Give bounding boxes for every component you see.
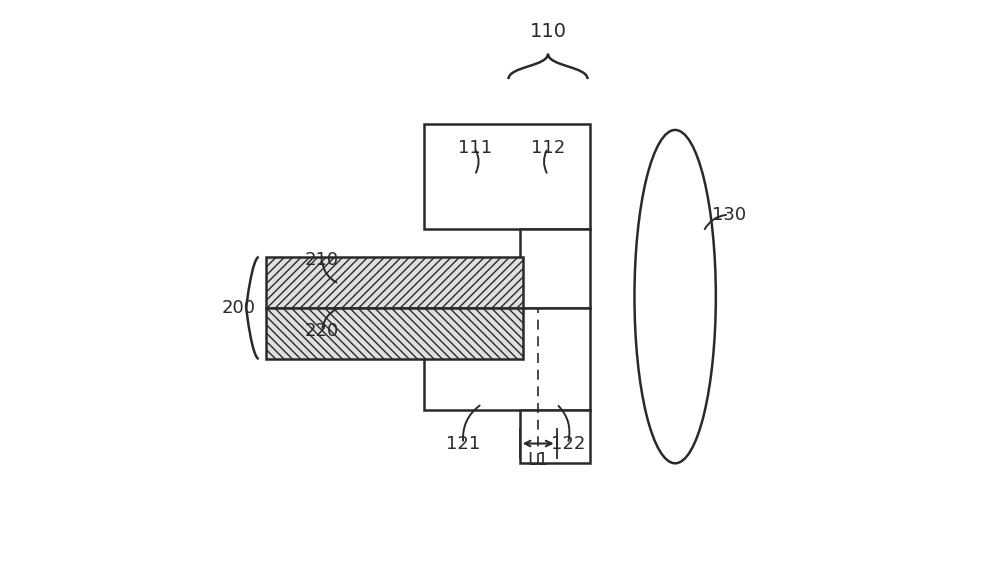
Text: 111: 111: [458, 139, 492, 157]
Text: 200: 200: [222, 299, 256, 317]
Text: 210: 210: [305, 251, 339, 269]
Text: 122: 122: [551, 434, 585, 453]
Text: 121: 121: [446, 434, 480, 453]
Bar: [424, 308, 590, 410]
Text: 220: 220: [305, 321, 339, 340]
Ellipse shape: [634, 130, 716, 463]
Text: 112: 112: [531, 139, 565, 157]
Bar: [520, 229, 590, 308]
Bar: [266, 257, 523, 308]
Bar: [424, 124, 590, 229]
Text: 110: 110: [530, 21, 567, 41]
Text: L1: L1: [527, 451, 549, 470]
Text: 130: 130: [712, 206, 746, 224]
Bar: [520, 410, 590, 463]
Bar: [266, 308, 523, 359]
